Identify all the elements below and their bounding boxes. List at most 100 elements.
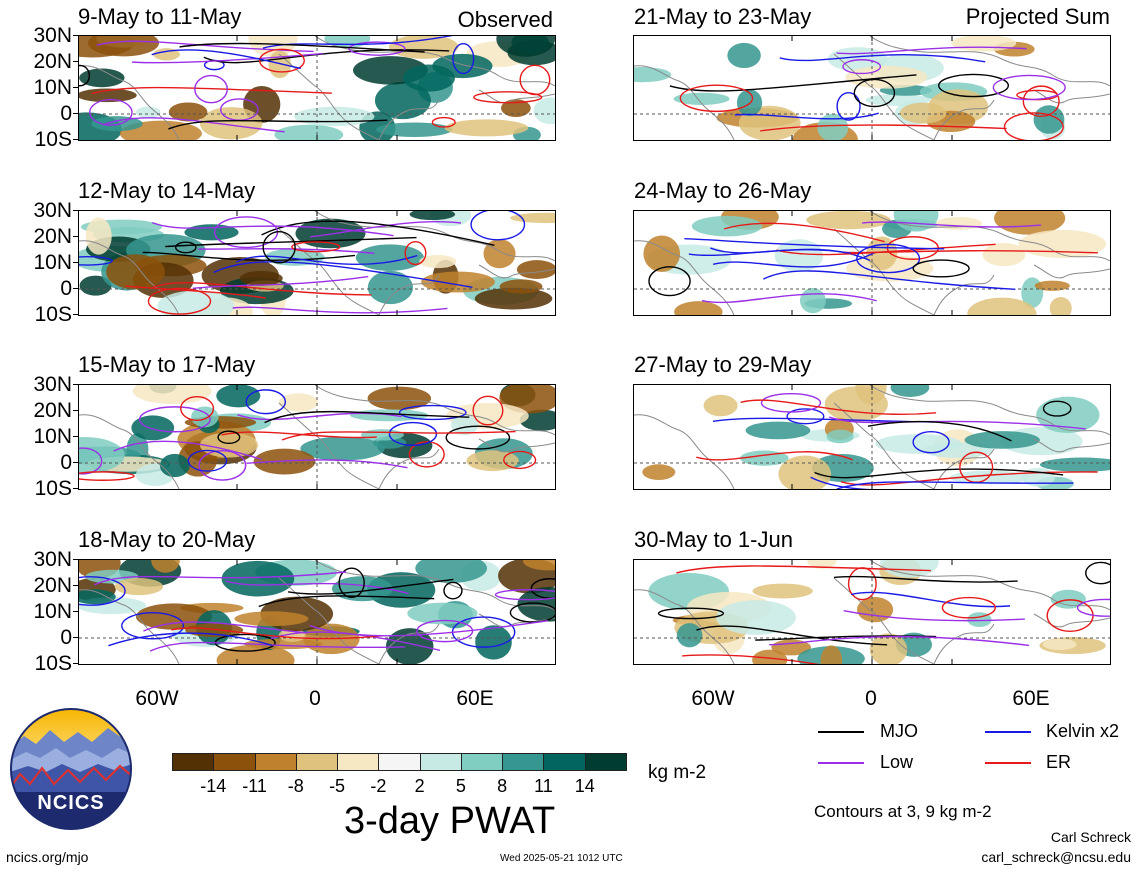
colorbar-units: kg m-2 bbox=[648, 762, 707, 783]
legend-er-label: ER bbox=[1046, 752, 1072, 772]
pwat-colorbar bbox=[172, 753, 627, 773]
pwat-anomaly-map bbox=[79, 560, 555, 664]
colorbar-tick-label: 11 bbox=[534, 776, 553, 796]
panel-title-7: 27-May to 29-May bbox=[634, 352, 812, 377]
lat-tick bbox=[73, 663, 78, 664]
lat-tick bbox=[73, 35, 78, 36]
colorbar-bin bbox=[419, 753, 462, 771]
colorbar-bin bbox=[295, 753, 339, 771]
lon-label-60e-right: 60E bbox=[1012, 687, 1050, 710]
lat-tick bbox=[73, 637, 78, 638]
panel-tag-observed: Observed bbox=[457, 7, 553, 32]
lat-label-20n: 20N bbox=[33, 399, 72, 422]
lat-label-0: 0 bbox=[60, 626, 72, 649]
lat-label-10n: 10N bbox=[33, 600, 72, 623]
lat-tick bbox=[73, 585, 78, 586]
lat-tick bbox=[73, 113, 78, 114]
colorbar-bin bbox=[337, 753, 380, 771]
legend-mjo-swatch bbox=[818, 731, 864, 733]
colorbar-tick-label: 2 bbox=[414, 776, 425, 796]
lat-label-30n: 30N bbox=[33, 199, 72, 222]
lat-tick bbox=[73, 488, 78, 489]
colorbar-bin bbox=[502, 753, 545, 771]
pwat-anomaly-map bbox=[634, 211, 1110, 315]
footer-email[interactable]: carl_schreck@ncsu.edu bbox=[981, 849, 1131, 865]
lat-tick bbox=[73, 314, 78, 315]
panel-title-5: 21-May to 23-May bbox=[634, 4, 812, 29]
map-panel-observed-3 bbox=[78, 384, 556, 490]
lat-label-10s: 10S bbox=[34, 477, 72, 500]
contour-note: Contours at 3, 9 kg m-2 bbox=[814, 802, 992, 821]
legend-er-swatch bbox=[985, 762, 1031, 764]
lat-tick bbox=[73, 436, 78, 437]
panel-title-4: 18-May to 20-May bbox=[78, 527, 256, 552]
legend-kelvin-label: Kelvin x2 bbox=[1046, 721, 1120, 741]
lat-tick bbox=[73, 410, 78, 411]
colorbar-bin bbox=[584, 753, 627, 771]
colorbar-tick-label: -14 bbox=[200, 776, 227, 796]
lat-label-0: 0 bbox=[60, 451, 72, 474]
lon-label-0-left: 0 bbox=[309, 687, 321, 710]
pwat-anomaly-map bbox=[79, 385, 555, 489]
pwat-anomaly-map bbox=[634, 36, 1110, 140]
colorbar-bin bbox=[172, 753, 215, 771]
panel-title-6: 24-May to 26-May bbox=[634, 178, 812, 203]
lat-label-10s: 10S bbox=[34, 303, 72, 326]
ncics-logo-graphic bbox=[10, 708, 132, 830]
colorbar-bin bbox=[213, 753, 256, 771]
lat-tick bbox=[73, 210, 78, 211]
colorbar-bin bbox=[543, 753, 586, 771]
lon-label-60w-right: 60W bbox=[691, 687, 735, 710]
lat-label-20n: 20N bbox=[33, 574, 72, 597]
colorbar-bin bbox=[254, 753, 297, 771]
map-panel-observed-2 bbox=[78, 210, 556, 316]
colorbar-tick-label: -8 bbox=[287, 776, 304, 796]
ncics-logo: NCICS bbox=[10, 708, 132, 830]
colorbar-tick-label: 8 bbox=[497, 776, 508, 796]
lat-label-20n: 20N bbox=[33, 225, 72, 248]
colorbar-tick-label: -11 bbox=[242, 776, 267, 796]
colorbar-tick-label: -2 bbox=[370, 776, 387, 796]
lat-label-10s: 10S bbox=[34, 128, 72, 151]
colorbar-title: 3-day PWAT bbox=[344, 800, 556, 842]
pwat-anomaly-map bbox=[79, 36, 555, 140]
lat-label-10s: 10S bbox=[34, 652, 72, 675]
lat-label-30n: 30N bbox=[33, 548, 72, 571]
panel-title-1: 9-May to 11-May bbox=[78, 4, 242, 29]
lon-label-0-right: 0 bbox=[865, 687, 877, 710]
colorbar-tick-label: 14 bbox=[574, 776, 595, 796]
colorbar-bin bbox=[460, 753, 504, 771]
legend-mjo-label: MJO bbox=[880, 721, 918, 741]
lat-label-20n: 20N bbox=[33, 50, 72, 73]
lat-tick bbox=[73, 139, 78, 140]
footer-author: Carl Schreck bbox=[1050, 829, 1131, 845]
footer-url[interactable]: ncics.org/mjo bbox=[6, 849, 89, 865]
panel-title-2: 12-May to 14-May bbox=[78, 178, 256, 203]
lat-label-0: 0 bbox=[60, 102, 72, 125]
lat-label-30n: 30N bbox=[33, 373, 72, 396]
footer-timestamp: Wed 2025-05-21 1012 UTC bbox=[500, 853, 623, 864]
lat-label-30n: 30N bbox=[33, 24, 72, 47]
lat-tick bbox=[73, 288, 78, 289]
map-panel-projected-3 bbox=[633, 384, 1111, 490]
lat-tick bbox=[73, 87, 78, 88]
lon-label-60w-left: 60W bbox=[135, 687, 179, 710]
lat-label-10n: 10N bbox=[33, 76, 72, 99]
lat-tick bbox=[73, 462, 78, 463]
pwat-anomaly-map bbox=[79, 211, 555, 315]
colorbar-tick-label: 5 bbox=[455, 776, 466, 796]
lat-tick bbox=[73, 384, 78, 385]
lat-tick bbox=[73, 61, 78, 62]
legend-kelvin-swatch bbox=[985, 731, 1031, 733]
lat-tick bbox=[73, 236, 78, 237]
legend-low-swatch bbox=[818, 762, 864, 764]
lat-tick bbox=[73, 262, 78, 263]
lat-label-10n: 10N bbox=[33, 251, 72, 274]
pwat-anomaly-map bbox=[634, 560, 1110, 664]
ncics-logo-text: NCICS bbox=[37, 792, 105, 814]
pwat-anomaly-map bbox=[634, 385, 1110, 489]
colorbar-bin bbox=[378, 753, 421, 771]
colorbar-tick-label: -5 bbox=[329, 776, 346, 796]
map-panel-observed-4 bbox=[78, 559, 556, 665]
panel-tag-projected: Projected Sum bbox=[965, 4, 1110, 29]
